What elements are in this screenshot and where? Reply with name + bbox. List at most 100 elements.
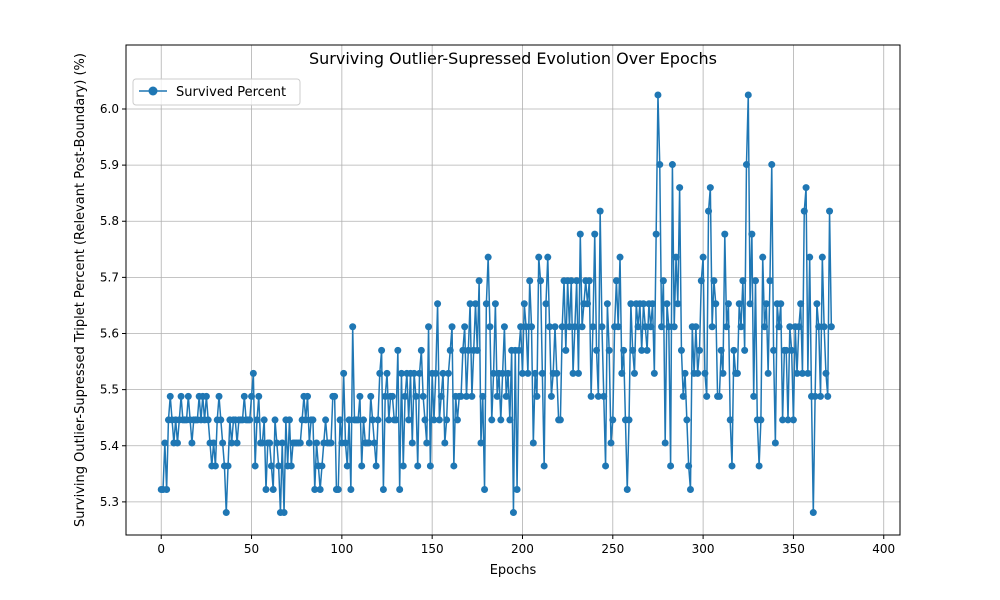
data-point: [640, 300, 648, 308]
data-point: [305, 439, 313, 447]
x-tick-label: 200: [511, 542, 534, 556]
data-point: [432, 369, 440, 377]
data-point: [712, 300, 720, 308]
data-point: [491, 300, 499, 308]
data-point: [477, 439, 485, 447]
data-point: [623, 486, 631, 494]
data-point: [744, 91, 752, 99]
data-point: [730, 346, 738, 354]
data-point: [815, 323, 823, 331]
data-point: [584, 300, 592, 308]
data-point: [439, 369, 447, 377]
data-point: [795, 323, 803, 331]
data-point: [397, 369, 405, 377]
data-point: [385, 416, 393, 424]
data-point: [786, 323, 794, 331]
data-point: [726, 416, 734, 424]
x-tick-label: 250: [601, 542, 624, 556]
data-point: [706, 184, 714, 192]
data-point: [434, 300, 442, 308]
data-point: [410, 369, 418, 377]
data-point: [627, 300, 635, 308]
data-point: [668, 161, 676, 169]
data-point: [553, 369, 561, 377]
y-tick-label: 5.4: [100, 439, 119, 453]
data-point: [392, 416, 400, 424]
data-point: [771, 439, 779, 447]
data-point: [733, 369, 741, 377]
data-point: [202, 392, 210, 400]
data-point: [430, 416, 438, 424]
data-point: [571, 323, 579, 331]
data-point: [537, 277, 545, 285]
data-point: [679, 392, 687, 400]
data-point: [567, 277, 575, 285]
data-point: [248, 392, 256, 400]
data-point: [421, 416, 429, 424]
y-tick-label: 6.0: [100, 102, 119, 116]
data-point: [806, 253, 814, 261]
data-point: [509, 509, 517, 517]
data-point: [173, 439, 181, 447]
data-point: [269, 486, 277, 494]
data-point: [267, 462, 275, 470]
data-point: [475, 277, 483, 285]
data-point: [569, 369, 577, 377]
data-point: [441, 439, 449, 447]
series-line: [161, 94, 833, 514]
data-point: [703, 392, 711, 400]
data-point: [345, 416, 353, 424]
data-point: [526, 277, 534, 285]
data-point: [285, 416, 293, 424]
legend-label: Survived Percent: [176, 85, 286, 100]
data-point: [697, 277, 705, 285]
data-point: [472, 300, 480, 308]
data-point: [705, 207, 713, 215]
data-point: [468, 392, 476, 400]
data-point: [654, 91, 662, 99]
data-point: [311, 486, 319, 494]
data-point: [381, 392, 389, 400]
data-point: [499, 369, 507, 377]
data-point: [515, 346, 523, 354]
data-point: [481, 486, 489, 494]
y-tick-label: 5.7: [100, 270, 119, 284]
data-point: [222, 509, 230, 517]
data-point: [607, 439, 615, 447]
y-tick-label: 5.5: [100, 383, 119, 397]
data-point: [670, 323, 678, 331]
data-point: [356, 392, 364, 400]
data-point: [358, 462, 366, 470]
data-point: [347, 486, 355, 494]
x-tick-label: 150: [421, 542, 444, 556]
data-point: [341, 439, 349, 447]
data-point: [224, 462, 232, 470]
data-point: [502, 392, 510, 400]
data-point: [650, 369, 658, 377]
data-point: [529, 439, 537, 447]
data-point: [589, 323, 597, 331]
legend: Survived Percent: [132, 78, 301, 106]
data-point: [219, 439, 227, 447]
data-point: [354, 416, 362, 424]
data-point: [663, 300, 671, 308]
data-point: [721, 230, 729, 238]
data-point: [677, 346, 685, 354]
data-point: [399, 462, 407, 470]
data-point: [775, 323, 783, 331]
data-point: [777, 300, 785, 308]
data-point: [401, 392, 409, 400]
data-point: [708, 323, 716, 331]
data-point: [719, 369, 727, 377]
data-point: [715, 392, 723, 400]
data-point: [453, 416, 461, 424]
data-point: [372, 462, 380, 470]
data-point: [163, 486, 171, 494]
data-point: [517, 323, 525, 331]
data-point: [784, 416, 792, 424]
data-point: [437, 392, 445, 400]
legend-box: [132, 78, 301, 106]
data-point: [605, 346, 613, 354]
data-point: [408, 439, 416, 447]
